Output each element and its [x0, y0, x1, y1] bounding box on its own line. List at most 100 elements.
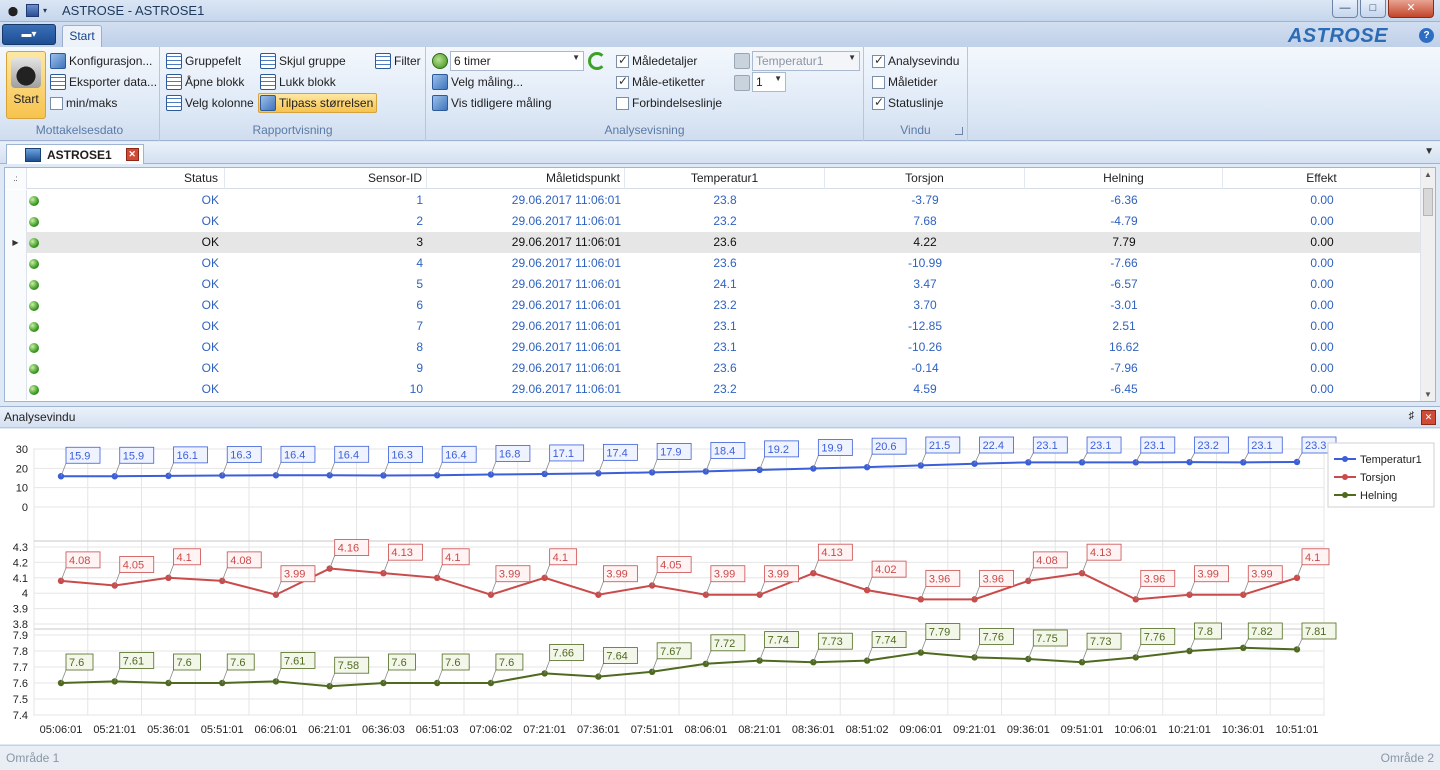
header-maletidspunkt[interactable]: Måletidspunkt — [427, 168, 625, 189]
eksporter-button[interactable]: Eksporter data... — [50, 72, 157, 92]
cell-torsjon[interactable]: -10.26 — [907, 340, 943, 354]
cell-temperatur1[interactable]: 23.1 — [713, 319, 737, 333]
cell-status[interactable]: OK — [201, 193, 219, 207]
cell-effekt[interactable]: 0.00 — [1310, 277, 1334, 291]
maledetaljer-check[interactable] — [616, 53, 629, 68]
cell-sensor-id[interactable]: 3 — [416, 235, 423, 249]
header-helning[interactable]: Helning — [1025, 168, 1223, 189]
maletider-check[interactable] — [872, 75, 885, 89]
header-effekt[interactable]: Effekt — [1223, 168, 1421, 189]
table-row[interactable]: ▶ OK 3 29.06.2017 11:06:01 23.6 4.22 7.79 0.00 — [5, 232, 1421, 253]
cell-status[interactable]: OK — [201, 214, 219, 228]
row-selector[interactable] — [5, 379, 27, 400]
tilpass-storrelsen-button[interactable]: Tilpass størrelsen — [258, 93, 378, 113]
row-selector[interactable] — [5, 274, 27, 295]
cell-temperatur1[interactable]: 23.8 — [713, 193, 737, 207]
header-temperatur1[interactable]: Temperatur1 — [625, 168, 825, 189]
pin-icon[interactable]: ♯ — [1408, 410, 1415, 422]
cell-temperatur1[interactable]: 23.6 — [713, 256, 737, 270]
analysevindu-checkbox[interactable]: Analysevindu — [872, 51, 959, 71]
analysevindu-check[interactable] — [872, 53, 885, 68]
cell-helning[interactable]: -6.45 — [1110, 382, 1138, 396]
start-button[interactable]: Start — [6, 51, 46, 119]
scroll-down-icon[interactable]: ▼ — [1424, 390, 1432, 399]
row-selector[interactable] — [5, 253, 27, 274]
cell-torsjon[interactable]: 4.22 — [913, 235, 937, 249]
cell-status[interactable]: OK — [201, 340, 219, 354]
cell-effekt[interactable]: 0.00 — [1310, 382, 1334, 396]
cell-torsjon[interactable]: 3.70 — [913, 298, 937, 312]
cell-temperatur1[interactable]: 23.2 — [713, 214, 737, 228]
cell-helning[interactable]: 7.79 — [1112, 235, 1136, 249]
cell-helning[interactable]: -6.36 — [1110, 193, 1138, 207]
cell-maletidspunkt[interactable]: 29.06.2017 11:06:01 — [511, 361, 621, 375]
table-row[interactable]: OK 1 29.06.2017 11:06:01 23.8 -3.79 -6.36 0.00 — [5, 190, 1421, 211]
cell-effekt[interactable]: 0.00 — [1310, 256, 1334, 270]
table-row[interactable]: OK 2 29.06.2017 11:06:01 23.2 7.68 -4.79 0.00 — [5, 211, 1421, 232]
statuslinje-check[interactable] — [872, 95, 885, 110]
cell-helning[interactable]: 16.62 — [1108, 340, 1140, 354]
cell-maletidspunkt[interactable]: 29.06.2017 11:06:01 — [511, 298, 621, 312]
forbindelseslinje-check[interactable] — [616, 96, 629, 110]
cell-sensor-id[interactable]: 8 — [416, 340, 423, 354]
close-tab-icon[interactable]: ✕ — [125, 148, 139, 161]
cell-effekt[interactable]: 0.00 — [1310, 214, 1334, 228]
row-selector[interactable]: ▶ — [5, 232, 27, 253]
cell-status[interactable]: OK — [201, 298, 219, 312]
maleetiketter-check[interactable] — [616, 74, 629, 89]
cell-helning[interactable]: 2.51 — [1112, 319, 1136, 333]
cell-maletidspunkt[interactable]: 29.06.2017 11:06:01 — [511, 340, 621, 354]
dialog-launcher-icon[interactable] — [955, 127, 963, 135]
cell-torsjon[interactable]: -0.14 — [911, 361, 939, 375]
cell-temperatur1[interactable]: 23.2 — [713, 298, 737, 312]
row-selector[interactable] — [5, 316, 27, 337]
cell-temperatur1[interactable]: 23.6 — [713, 361, 737, 375]
row-selector[interactable] — [5, 358, 27, 379]
cell-effekt[interactable]: 0.00 — [1310, 361, 1334, 375]
scroll-up-icon[interactable]: ▲ — [1424, 170, 1432, 179]
cell-helning[interactable]: -4.79 — [1110, 214, 1138, 228]
cell-effekt[interactable]: 0.00 — [1310, 193, 1334, 207]
cell-helning[interactable]: -7.66 — [1110, 256, 1138, 270]
velg-maling-button[interactable]: Velg måling... — [432, 72, 523, 92]
cell-helning[interactable]: -3.01 — [1110, 298, 1138, 312]
close-analysis-icon[interactable]: ✕ — [1421, 410, 1436, 425]
cell-sensor-id[interactable]: 2 — [416, 214, 423, 228]
grid-corner[interactable]: .: — [5, 168, 27, 189]
maleetiketter-checkbox[interactable]: Måle-etiketter — [616, 72, 705, 92]
cell-helning[interactable]: -6.57 — [1110, 277, 1138, 291]
header-torsjon[interactable]: Torsjon — [825, 168, 1025, 189]
cell-status[interactable]: OK — [201, 277, 219, 291]
row-selector[interactable] — [5, 295, 27, 316]
statuslinje-checkbox[interactable]: Statuslinje — [872, 93, 943, 113]
document-tab-astrose1[interactable]: ASTROSE1 ✕ — [6, 144, 144, 164]
row-selector[interactable] — [5, 211, 27, 232]
cell-sensor-id[interactable]: 6 — [416, 298, 423, 312]
cell-torsjon[interactable]: 4.59 — [913, 382, 937, 396]
cell-effekt[interactable]: 0.00 — [1310, 340, 1334, 354]
cell-effekt[interactable]: 0.00 — [1310, 298, 1334, 312]
maledetaljer-checkbox[interactable]: Måledetaljer — [616, 51, 697, 71]
help-icon[interactable]: ? — [1419, 28, 1434, 43]
table-row[interactable]: OK 4 29.06.2017 11:06:01 23.6 -10.99 -7.66 0.0… — [5, 253, 1421, 274]
minmaks-checkbox[interactable]: min/maks — [50, 93, 117, 113]
header-status[interactable]: Status — [41, 168, 225, 189]
cell-maletidspunkt[interactable]: 29.06.2017 11:06:01 — [511, 319, 621, 333]
cell-torsjon[interactable]: 3.47 — [913, 277, 937, 291]
cell-temperatur1[interactable]: 23.6 — [713, 235, 737, 249]
table-row[interactable]: OK 7 29.06.2017 11:06:01 23.1 -12.85 2.51 0.00 — [5, 316, 1421, 337]
konfigurasjon-button[interactable]: Konfigurasjon... — [50, 51, 152, 71]
cell-sensor-id[interactable]: 5 — [416, 277, 423, 291]
cell-temperatur1[interactable]: 24.1 — [713, 277, 737, 291]
sensor-value-select[interactable]: Temperatur1 ▼ — [752, 51, 860, 71]
cell-torsjon[interactable]: -10.99 — [907, 256, 943, 270]
cell-maletidspunkt[interactable]: 29.06.2017 11:06:01 — [511, 256, 621, 270]
scroll-thumb[interactable] — [1423, 188, 1433, 216]
cell-maletidspunkt[interactable]: 29.06.2017 11:06:01 — [511, 235, 621, 249]
cell-sensor-id[interactable]: 4 — [416, 256, 423, 270]
app-logo-icon[interactable] — [4, 2, 22, 18]
filter-button[interactable]: Filter — [375, 51, 421, 71]
minimize-button[interactable]: — — [1332, 0, 1358, 18]
cell-temperatur1[interactable]: 23.1 — [713, 340, 737, 354]
cell-maletidspunkt[interactable]: 29.06.2017 11:06:01 — [511, 214, 621, 228]
